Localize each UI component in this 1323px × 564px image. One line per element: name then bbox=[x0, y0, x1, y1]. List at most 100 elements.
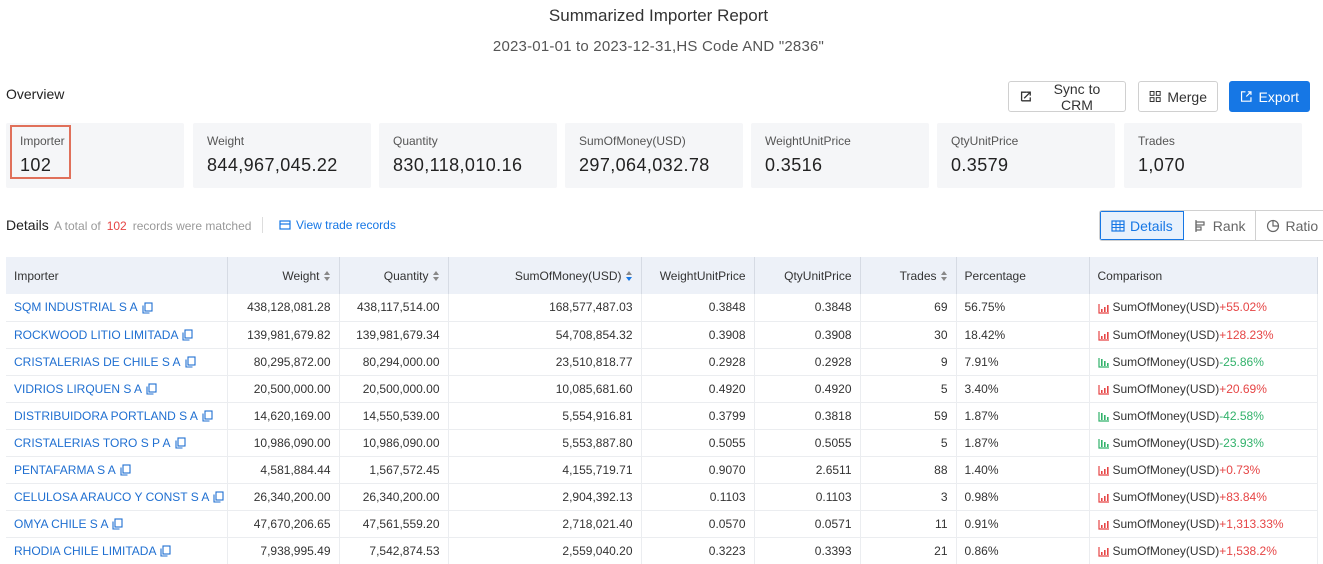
col-trades-label: Trades bbox=[899, 268, 937, 283]
cell-importer: ROCKWOOD LITIO LIMITADA bbox=[6, 321, 228, 349]
stat-value: 830,118,010.16 bbox=[393, 155, 523, 175]
importer-link[interactable]: CRISTALERIAS TORO S P A bbox=[14, 435, 171, 450]
importer-link[interactable]: DISTRIBUIDORA PORTLAND S A bbox=[14, 408, 198, 423]
cell-quantity: 47,561,559.20 bbox=[339, 510, 449, 538]
cell-quantity: 1,567,572.45 bbox=[339, 456, 449, 484]
importer-link[interactable]: SQM INDUSTRIAL S A bbox=[14, 300, 138, 315]
table-header-row: Importer Weight Quantity SumOfMoney(USD)… bbox=[6, 257, 1318, 294]
comparison-value: +1,538.2% bbox=[1219, 543, 1277, 558]
cell-quantity: 10,986,090.00 bbox=[339, 429, 449, 457]
merge-button[interactable]: Merge bbox=[1138, 81, 1218, 112]
copy-icon[interactable] bbox=[174, 437, 186, 449]
divider bbox=[262, 217, 263, 233]
copy-icon[interactable] bbox=[146, 383, 157, 395]
tab-ratio[interactable]: Ratio bbox=[1256, 211, 1323, 240]
cell-qty-unit-price: 2.6511 bbox=[754, 456, 861, 484]
trend-down-icon bbox=[1097, 357, 1109, 368]
cell-sum-of-money: 2,559,040.20 bbox=[448, 537, 642, 564]
importer-link[interactable]: RHODIA CHILE LIMITADA bbox=[14, 543, 157, 558]
cell-quantity: 26,340,200.00 bbox=[339, 483, 449, 511]
cell-weight: 80,295,872.00 bbox=[227, 348, 340, 376]
copy-icon[interactable] bbox=[120, 464, 131, 476]
stat-qty-unit-price: QtyUnitPrice 0.3579 bbox=[937, 123, 1115, 188]
copy-icon[interactable] bbox=[202, 410, 213, 422]
importer-link[interactable]: ROCKWOOD LITIO LIMITADA bbox=[14, 327, 179, 342]
comparison-label: SumOfMoney(USD) bbox=[1112, 354, 1220, 369]
tab-rank[interactable]: Rank bbox=[1184, 211, 1257, 240]
export-button[interactable]: Export bbox=[1229, 81, 1310, 112]
trend-up-icon bbox=[1097, 519, 1109, 530]
comparison-value: +20.69% bbox=[1219, 381, 1267, 396]
comparison-label: SumOfMoney(USD) bbox=[1112, 462, 1220, 477]
comparison-label: SumOfMoney(USD) bbox=[1112, 300, 1220, 315]
cell-percentage: 56.75% bbox=[956, 294, 1090, 322]
col-importer-label: Importer bbox=[14, 268, 59, 283]
cell-quantity: 139,981,679.34 bbox=[339, 321, 449, 349]
cell-sum-of-money: 10,085,681.60 bbox=[448, 375, 642, 403]
comparison-label: SumOfMoney(USD) bbox=[1112, 489, 1220, 504]
table-row: VIDRIOS LIRQUEN S A 20,500,000.00 20,500,0… bbox=[6, 375, 1318, 403]
cell-weight-unit-price: 0.9070 bbox=[641, 456, 755, 484]
col-weight-label: Weight bbox=[282, 268, 320, 283]
col-sum-of-money-label: SumOfMoney(USD) bbox=[514, 268, 622, 283]
col-weight[interactable]: Weight bbox=[227, 257, 340, 294]
cell-sum-of-money: 2,904,392.13 bbox=[448, 483, 642, 511]
copy-icon[interactable] bbox=[184, 356, 196, 368]
cell-comparison: SumOfMoney(USD)-23.93% bbox=[1089, 429, 1318, 457]
view-trade-records-link[interactable]: View trade records bbox=[279, 218, 396, 232]
stat-value: 0.3579 bbox=[951, 155, 1009, 175]
cell-weight-unit-price: 0.3799 bbox=[641, 402, 755, 430]
col-trades[interactable]: Trades bbox=[860, 257, 957, 294]
cell-weight-unit-price: 0.3848 bbox=[641, 294, 755, 322]
cell-quantity: 14,550,539.00 bbox=[339, 402, 449, 430]
importer-link[interactable]: CELULOSA ARAUCO Y CONST S A bbox=[14, 489, 210, 504]
tab-details[interactable]: Details bbox=[1100, 211, 1184, 240]
cell-weight: 26,340,200.00 bbox=[227, 483, 340, 511]
copy-icon[interactable] bbox=[160, 545, 172, 557]
comparison-label: SumOfMoney(USD) bbox=[1112, 327, 1220, 342]
cell-qty-unit-price: 0.3848 bbox=[754, 294, 861, 322]
importer-highlight-box bbox=[10, 125, 71, 179]
copy-icon[interactable] bbox=[142, 302, 153, 314]
cell-percentage: 7.91% bbox=[956, 348, 1090, 376]
cell-trades: 11 bbox=[860, 510, 957, 538]
cell-sum-of-money: 5,553,887.80 bbox=[448, 429, 642, 457]
col-qty-unit-price-label: QtyUnitPrice bbox=[784, 268, 852, 283]
cell-quantity: 80,294,000.00 bbox=[339, 348, 449, 376]
sync-to-crm-button[interactable]: Sync to CRM bbox=[1008, 81, 1126, 113]
trend-up-icon bbox=[1097, 330, 1109, 341]
copy-icon[interactable] bbox=[112, 518, 124, 530]
copy-icon[interactable] bbox=[182, 329, 194, 341]
importer-link[interactable]: OMYA CHILE S A bbox=[14, 516, 109, 531]
table-row: PENTAFARMA S A 4,581,884.44 1,567,572.45 4,… bbox=[6, 456, 1318, 484]
comparison-label: SumOfMoney(USD) bbox=[1112, 516, 1220, 531]
cell-trades: 21 bbox=[860, 537, 957, 564]
copy-icon[interactable] bbox=[213, 491, 224, 503]
importer-link[interactable]: CRISTALERIAS DE CHILE S A bbox=[14, 354, 181, 369]
cell-percentage: 3.40% bbox=[956, 375, 1090, 403]
cell-weight-unit-price: 0.4920 bbox=[641, 375, 755, 403]
table-row: CRISTALERIAS DE CHILE S A 80,295,872.00 80… bbox=[6, 348, 1318, 376]
cell-comparison: SumOfMoney(USD)+1,538.2% bbox=[1089, 537, 1318, 564]
cell-comparison: SumOfMoney(USD)+55.02% bbox=[1089, 294, 1318, 322]
comparison-value: -25.86% bbox=[1219, 354, 1264, 369]
stat-weight-unit-price: WeightUnitPrice 0.3516 bbox=[751, 123, 929, 188]
cell-qty-unit-price: 0.5055 bbox=[754, 429, 861, 457]
tab-ratio-label: Ratio bbox=[1285, 217, 1319, 234]
cell-importer: VIDRIOS LIRQUEN S A bbox=[6, 375, 228, 403]
cell-qty-unit-price: 0.2928 bbox=[754, 348, 861, 376]
cell-percentage: 1.87% bbox=[956, 429, 1090, 457]
importer-link[interactable]: PENTAFARMA S A bbox=[14, 462, 116, 477]
view-trade-records-label: View trade records bbox=[296, 218, 396, 232]
col-comparison-label: Comparison bbox=[1097, 268, 1163, 283]
cell-trades: 88 bbox=[860, 456, 957, 484]
stat-label: SumOfMoney(USD) bbox=[579, 134, 686, 148]
cell-importer: CRISTALERIAS TORO S P A bbox=[6, 429, 228, 457]
col-qty-unit-price: QtyUnitPrice bbox=[754, 257, 861, 294]
cell-qty-unit-price: 0.0571 bbox=[754, 510, 861, 538]
importer-link[interactable]: VIDRIOS LIRQUEN S A bbox=[14, 381, 143, 396]
col-quantity-label: Quantity bbox=[383, 268, 429, 283]
col-quantity[interactable]: Quantity bbox=[339, 257, 449, 294]
importer-table: Importer Weight Quantity SumOfMoney(USD)… bbox=[6, 257, 1318, 564]
col-sum-of-money[interactable]: SumOfMoney(USD) bbox=[448, 257, 642, 294]
